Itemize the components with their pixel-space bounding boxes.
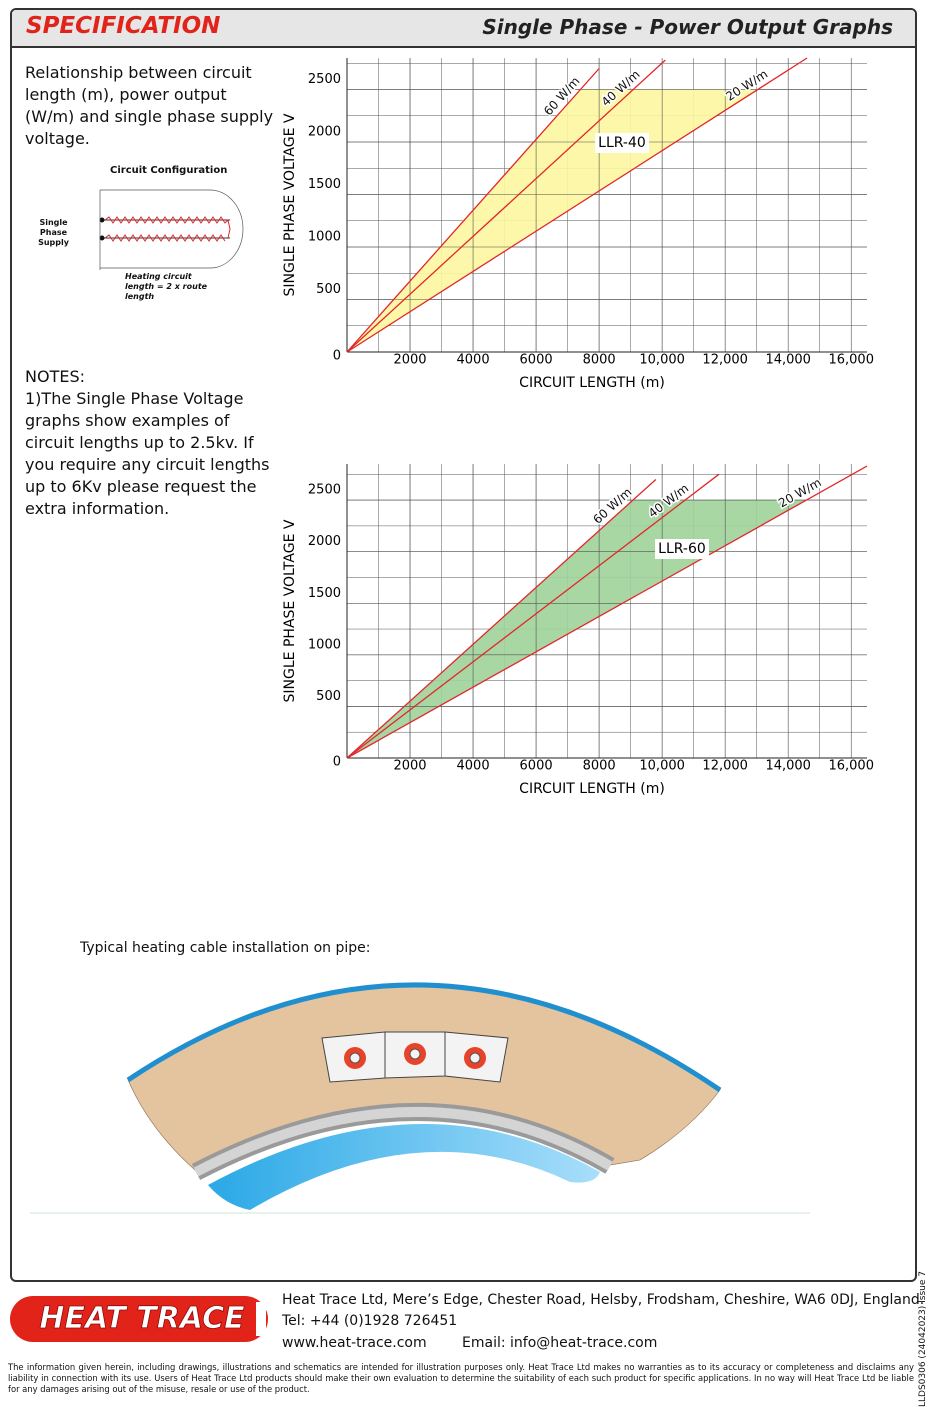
heating-cable	[104, 234, 226, 242]
y-axis-label: SINGLE PHASE VOLTAGE V	[282, 519, 298, 702]
y-tick-label: 2500	[308, 72, 341, 87]
header-subtitle: Single Phase - Power Output Graphs	[482, 15, 893, 39]
x-tick-label: 2000	[393, 759, 426, 774]
logo: HEAT TRACE	[10, 1296, 268, 1342]
terminal	[99, 217, 105, 223]
x-tick-label: 4000	[457, 353, 490, 368]
dimension-line	[100, 189, 244, 269]
cable-core	[409, 1048, 421, 1060]
logo-detail	[256, 1302, 266, 1336]
annotation-box	[595, 133, 649, 153]
y-tick-label: 2000	[308, 125, 341, 140]
line-label: 20 W/m	[723, 67, 770, 104]
y-tick-label: 500	[316, 689, 341, 704]
x-tick-label: 2000	[393, 353, 426, 368]
pipe-fluid	[208, 1124, 600, 1210]
notes-text: 1)The Single Phase Voltage graphs show e…	[25, 389, 270, 518]
x-tick-label: 8000	[583, 759, 616, 774]
x-tick-label: 12,000	[702, 759, 748, 774]
x-tick-label: 12,000	[702, 353, 748, 368]
email[interactable]: Email: info@heat-trace.com	[462, 1335, 658, 1351]
supply-label: Single Phase Supply	[38, 218, 69, 247]
diagram-title: Circuit Configuration	[110, 165, 228, 176]
y-tick-label: 2000	[308, 534, 341, 549]
x-tick-label: 4000	[457, 759, 490, 774]
y-tick-label: 2500	[308, 483, 341, 498]
x-tick-label: 8000	[583, 353, 616, 368]
chart: 2000 4000 6000 8000 10,000 12,000 14,000 16,000…	[282, 464, 874, 797]
y-tick-label: 1000	[308, 637, 341, 652]
notes-title: NOTES:	[25, 367, 85, 386]
y-tick-label: 500	[316, 282, 341, 297]
circuit-diagram	[99, 189, 244, 270]
cable-core	[349, 1052, 361, 1064]
x-axis-label: CIRCUIT LENGTH (m)	[519, 375, 665, 391]
x-axis-label: CIRCUIT LENGTH (m)	[519, 781, 665, 797]
y-tick-label: 1500	[308, 177, 341, 192]
annotation: LLR-60	[658, 541, 706, 557]
annotation: LLR-40	[598, 135, 646, 151]
document-reference: LLDS0306 (24042023) Issue 7	[918, 1271, 928, 1407]
terminal	[99, 235, 105, 241]
power-line	[346, 473, 720, 759]
header-bar	[12, 10, 915, 48]
page-frame	[10, 8, 917, 1282]
length-label: Heating circuit length = 2 x route lengt…	[125, 272, 208, 301]
logo-text: HEAT TRACE	[39, 1301, 245, 1336]
x-tick-label: 16,000	[828, 353, 874, 368]
y-tick-label: 0	[333, 349, 341, 364]
power-line	[346, 68, 600, 353]
cable-core	[469, 1052, 481, 1064]
header-title: SPECIFICATION	[26, 13, 221, 39]
intro-text: Relationship between circuit length (m),…	[25, 63, 274, 148]
power-line	[346, 465, 868, 759]
y-tick-label: 1000	[308, 230, 341, 245]
power-line	[346, 478, 657, 759]
telephone: Tel: +44 (0)1928 726451	[282, 1313, 458, 1329]
logo-badge	[10, 1296, 268, 1342]
y-axis-label: SINGLE PHASE VOLTAGE V	[282, 113, 298, 296]
power-line	[346, 59, 666, 353]
pipe-wall	[193, 1107, 613, 1177]
cladding	[126, 982, 722, 1093]
website[interactable]: www.heat-trace.com	[282, 1335, 427, 1351]
annotation-box	[655, 539, 709, 559]
company-address: Heat Trace Ltd, Mere’s Edge, Chester Roa…	[282, 1292, 925, 1308]
x-tick-label: 14,000	[765, 759, 811, 774]
heating-cable	[104, 216, 231, 239]
power-line	[346, 57, 808, 353]
disclaimer: The information given herein, including …	[8, 1362, 914, 1394]
pipe-illustration	[30, 982, 810, 1214]
x-tick-label: 6000	[520, 759, 553, 774]
line-label: 20 W/m	[776, 475, 824, 510]
x-tick-label: 16,000	[828, 759, 874, 774]
chart: 2000 4000 6000 8000 10,000 12,000 14,000 16,000…	[282, 57, 874, 391]
x-tick-label: 14,000	[765, 353, 811, 368]
x-tick-label: 10,000	[639, 353, 685, 368]
installation-caption: Typical heating cable installation on pi…	[80, 940, 371, 956]
x-tick-label: 10,000	[639, 759, 685, 774]
y-tick-label: 1500	[308, 586, 341, 601]
y-tick-label: 0	[333, 755, 341, 770]
x-tick-label: 6000	[520, 353, 553, 368]
